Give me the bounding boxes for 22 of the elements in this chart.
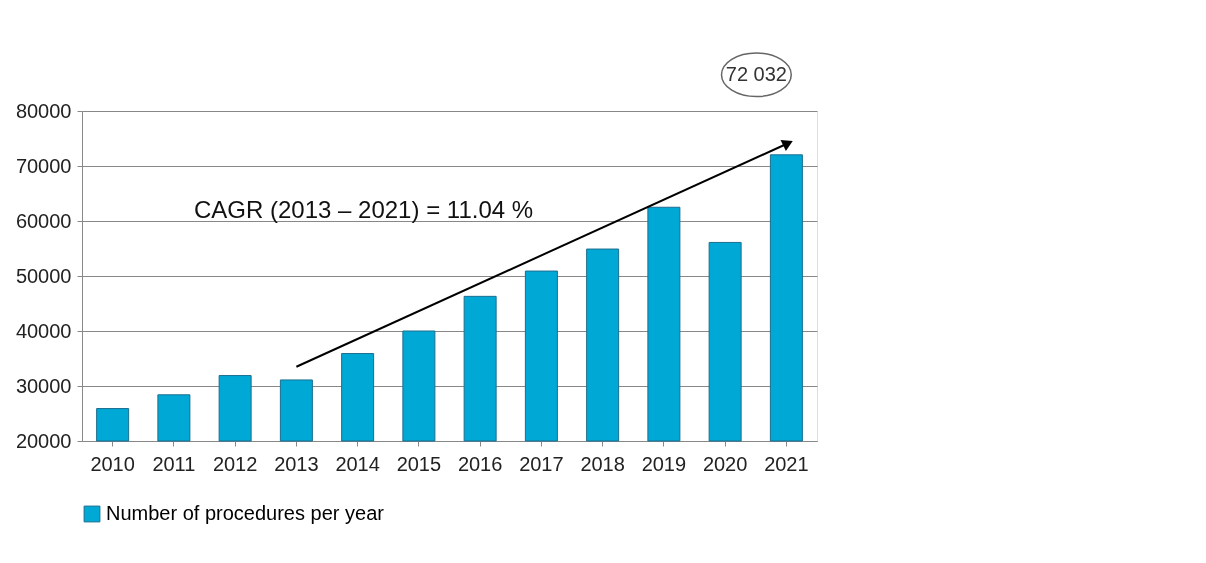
y-tick-label: 40000 — [15, 319, 72, 342]
x-tick-label: 2017 — [519, 452, 564, 475]
y-tick-label: 60000 — [15, 209, 72, 232]
y-tick-label: 70000 — [15, 154, 72, 177]
x-tick-label: 2021 — [764, 452, 809, 475]
legend-label: Number of procedures per year — [106, 502, 385, 524]
x-tick-label: 2010 — [90, 452, 135, 475]
y-tick-label: 50000 — [15, 264, 72, 287]
x-tick-label: 2019 — [641, 452, 687, 475]
x-tick-label: 2018 — [580, 452, 625, 475]
x-tick-label: 2013 — [274, 452, 319, 475]
x-tick-label: 2020 — [702, 452, 748, 475]
text: 72 032 — [725, 62, 787, 85]
annotation: CAGR (2013 – 2021) = 11.04 % — [194, 196, 534, 223]
y-tick-label: 30000 — [15, 374, 72, 397]
x-tick-label: 2011 — [152, 452, 196, 475]
x-tick-label: 2015 — [396, 452, 442, 475]
x-tick-label: 2014 — [335, 452, 380, 475]
y-tick-label: 20000 — [15, 429, 72, 452]
x-tick-label: 2012 — [212, 452, 258, 475]
y-tick-label: 80000 — [15, 99, 72, 122]
x-tick-label: 2016 — [457, 452, 503, 475]
